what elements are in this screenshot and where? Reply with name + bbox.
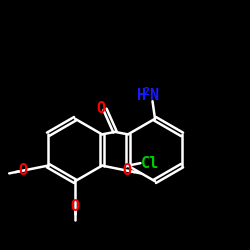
Text: N: N [149, 88, 158, 102]
Text: O: O [97, 100, 106, 116]
Text: 2: 2 [143, 87, 149, 97]
Text: O: O [70, 199, 80, 214]
Text: O: O [18, 163, 28, 178]
Text: Cl: Cl [141, 156, 160, 170]
Text: O: O [122, 163, 132, 178]
Text: H: H [137, 88, 146, 102]
